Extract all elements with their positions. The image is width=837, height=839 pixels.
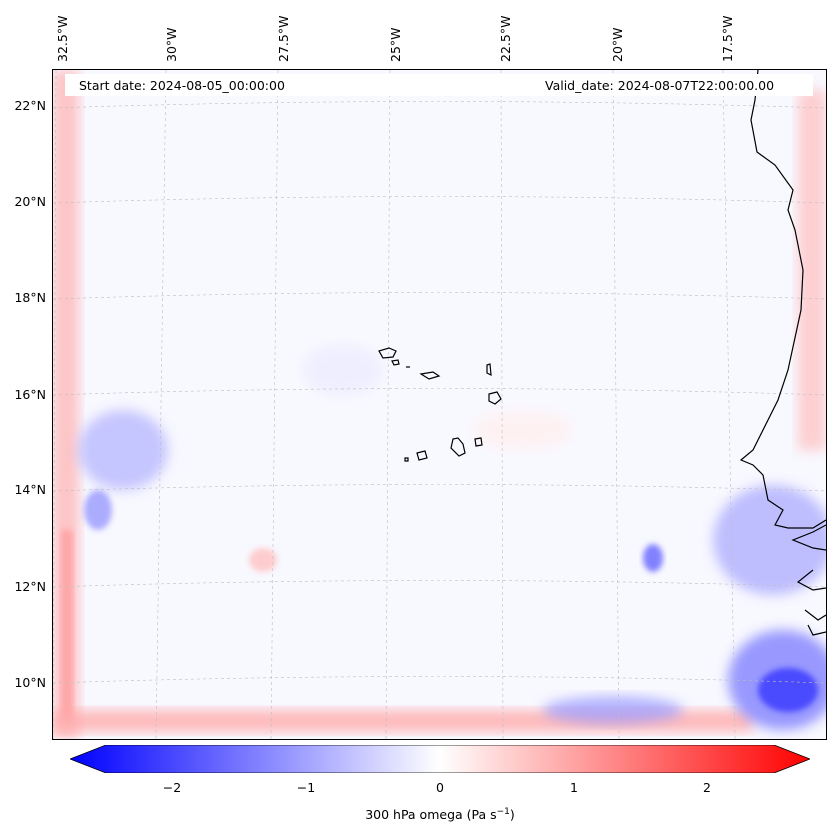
colorbar-tick-label: 1 [570,780,578,795]
lat-label-10n: 10°N [14,675,46,690]
colorbar-label: 300 hPa omega (Pa s−1) [365,807,515,823]
positive-anomaly-center [249,548,277,572]
weak-positive-1 [473,410,573,450]
colorbar-gradient [70,745,810,773]
coastline-africa [739,70,826,636]
negative-anomaly-south [543,696,683,724]
lon-label-20w: 20°W [610,27,625,62]
weak-negative-1 [303,345,383,395]
lat-label-16n: 16°N [14,387,46,402]
date-strip [65,74,813,96]
map-panel [52,69,827,740]
colorbar [70,745,810,773]
lat-label-12n: 12°N [14,579,46,594]
colorbar-tick-label: 2 [703,780,711,795]
colorbar-tick-label: −1 [296,780,316,795]
omega-field-map [53,70,826,739]
boundary-left-strong [61,530,73,720]
lon-label-17-5w: 17.5°W [720,15,735,62]
lon-label-30w: 30°W [164,27,179,62]
lon-label-25w: 25°W [388,27,403,62]
graticule [53,70,826,739]
lon-label-27-5w: 27.5°W [276,15,291,62]
negative-anomaly-east [643,544,663,572]
colorbar-tick-label: 0 [436,780,444,795]
lat-label-14n: 14°N [14,482,46,497]
lat-label-18n: 18°N [14,290,46,305]
start-date-text: Start date: 2024-08-05_00:00:00 [79,78,285,93]
cape-verde-islands [378,347,502,462]
lat-label-20n: 20°N [14,194,46,209]
negative-anomaly-west [78,410,168,490]
lon-label-22-5w: 22.5°W [498,15,513,62]
convection-east-outer [713,485,826,595]
valid-date-text: Valid_date: 2024-08-07T22:00:00.00 [545,78,775,93]
convection-southeast-core [758,668,818,712]
lon-label-32-5w: 32.5°W [55,15,70,62]
negative-anomaly-west-core [84,490,112,530]
field-background [53,70,826,739]
lat-label-22n: 22°N [14,98,46,113]
colorbar-tick-label: −2 [162,780,182,795]
boundary-right-positive [798,90,826,450]
